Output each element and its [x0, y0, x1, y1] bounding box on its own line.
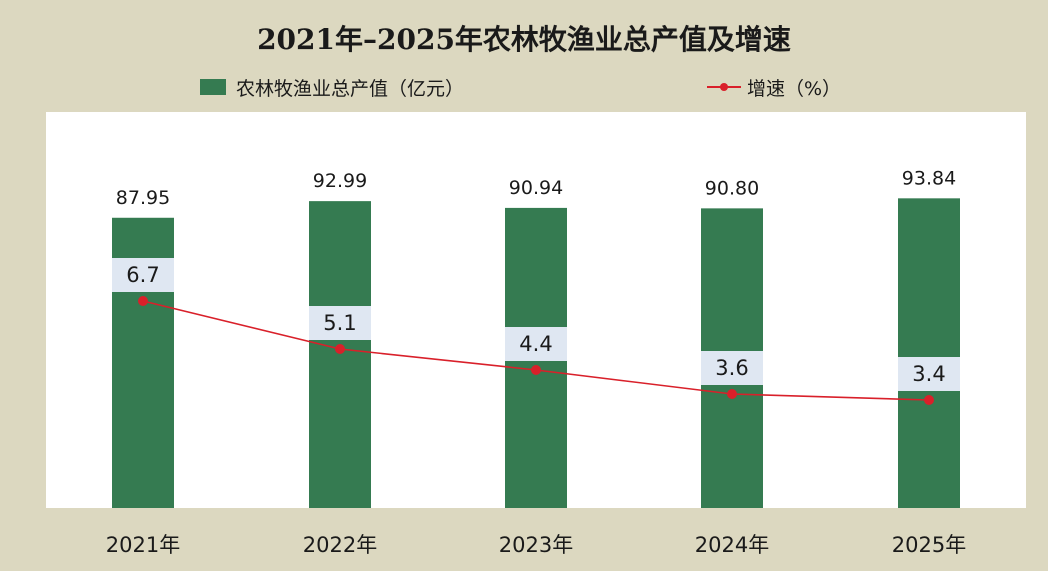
growth-value-label: 3.4: [912, 362, 945, 386]
growth-line-layer: [138, 296, 934, 405]
legend-item-output: 农林牧渔业总产值（亿元）: [200, 74, 464, 100]
legend-line-swatch: [707, 79, 741, 95]
legend-label-output: 农林牧渔业总产值（亿元）: [236, 77, 465, 100]
growth-point: [727, 389, 737, 399]
x-tick-label: 2024年: [695, 533, 769, 557]
legend-item-growth: 增速（%）: [707, 74, 841, 100]
growth-value-label: 5.1: [323, 311, 356, 335]
growth-value-label: 3.6: [715, 356, 748, 380]
chart-title: 2021年–2025年农林牧渔业总产值及增速: [257, 23, 791, 56]
bar-2: [309, 201, 371, 508]
growth-point: [531, 365, 541, 375]
bar-value-label: 87.95: [116, 187, 170, 209]
growth-label-layer: 6.7 5.1 4.4 3.6 3.4: [112, 258, 960, 391]
legend: 农林牧渔业总产值（亿元） 增速（%）: [0, 74, 1048, 100]
growth-label-box: [505, 327, 567, 361]
growth-label-box: [701, 351, 763, 385]
growth-point: [924, 395, 934, 405]
growth-point: [138, 296, 148, 306]
bar-5: [898, 198, 960, 508]
growth-point: [335, 344, 345, 354]
growth-label-box: [309, 306, 371, 340]
bar-value-label: 90.80: [705, 177, 759, 199]
legend-label-growth: 增速（%）: [747, 77, 842, 100]
x-tick-label: 2022年: [303, 533, 377, 557]
x-axis: 2021年 2022年 2023年 2024年 2025年: [106, 533, 966, 557]
bar-value-label: 93.84: [902, 167, 956, 189]
legend-bar-swatch: [200, 79, 226, 95]
growth-label-box: [112, 258, 174, 292]
x-tick-label: 2021年: [106, 533, 180, 557]
growth-label-box: [898, 357, 960, 391]
bar-value-label: 90.94: [509, 177, 563, 199]
bar-value-label: 92.99: [313, 170, 367, 192]
growth-value-label: 6.7: [126, 263, 159, 287]
x-tick-label: 2023年: [499, 533, 573, 557]
x-tick-label: 2025年: [892, 533, 966, 557]
growth-value-label: 4.4: [519, 332, 552, 356]
legend-line-marker: [720, 83, 728, 91]
